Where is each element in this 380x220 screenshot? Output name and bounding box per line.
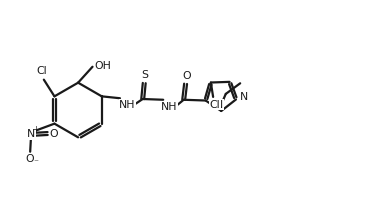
- Text: S: S: [141, 70, 149, 80]
- Text: O: O: [182, 71, 191, 81]
- Text: O: O: [49, 128, 58, 139]
- Text: Cl: Cl: [36, 66, 47, 76]
- Text: NH: NH: [161, 102, 177, 112]
- Text: NH: NH: [119, 100, 136, 110]
- Text: N: N: [27, 129, 35, 139]
- Text: ⁻: ⁻: [33, 158, 38, 167]
- Text: OH: OH: [94, 61, 111, 71]
- Text: O: O: [26, 154, 35, 164]
- Text: N: N: [215, 99, 223, 110]
- Text: N: N: [239, 92, 248, 102]
- Text: Cl: Cl: [209, 99, 220, 110]
- Text: +: +: [33, 125, 39, 134]
